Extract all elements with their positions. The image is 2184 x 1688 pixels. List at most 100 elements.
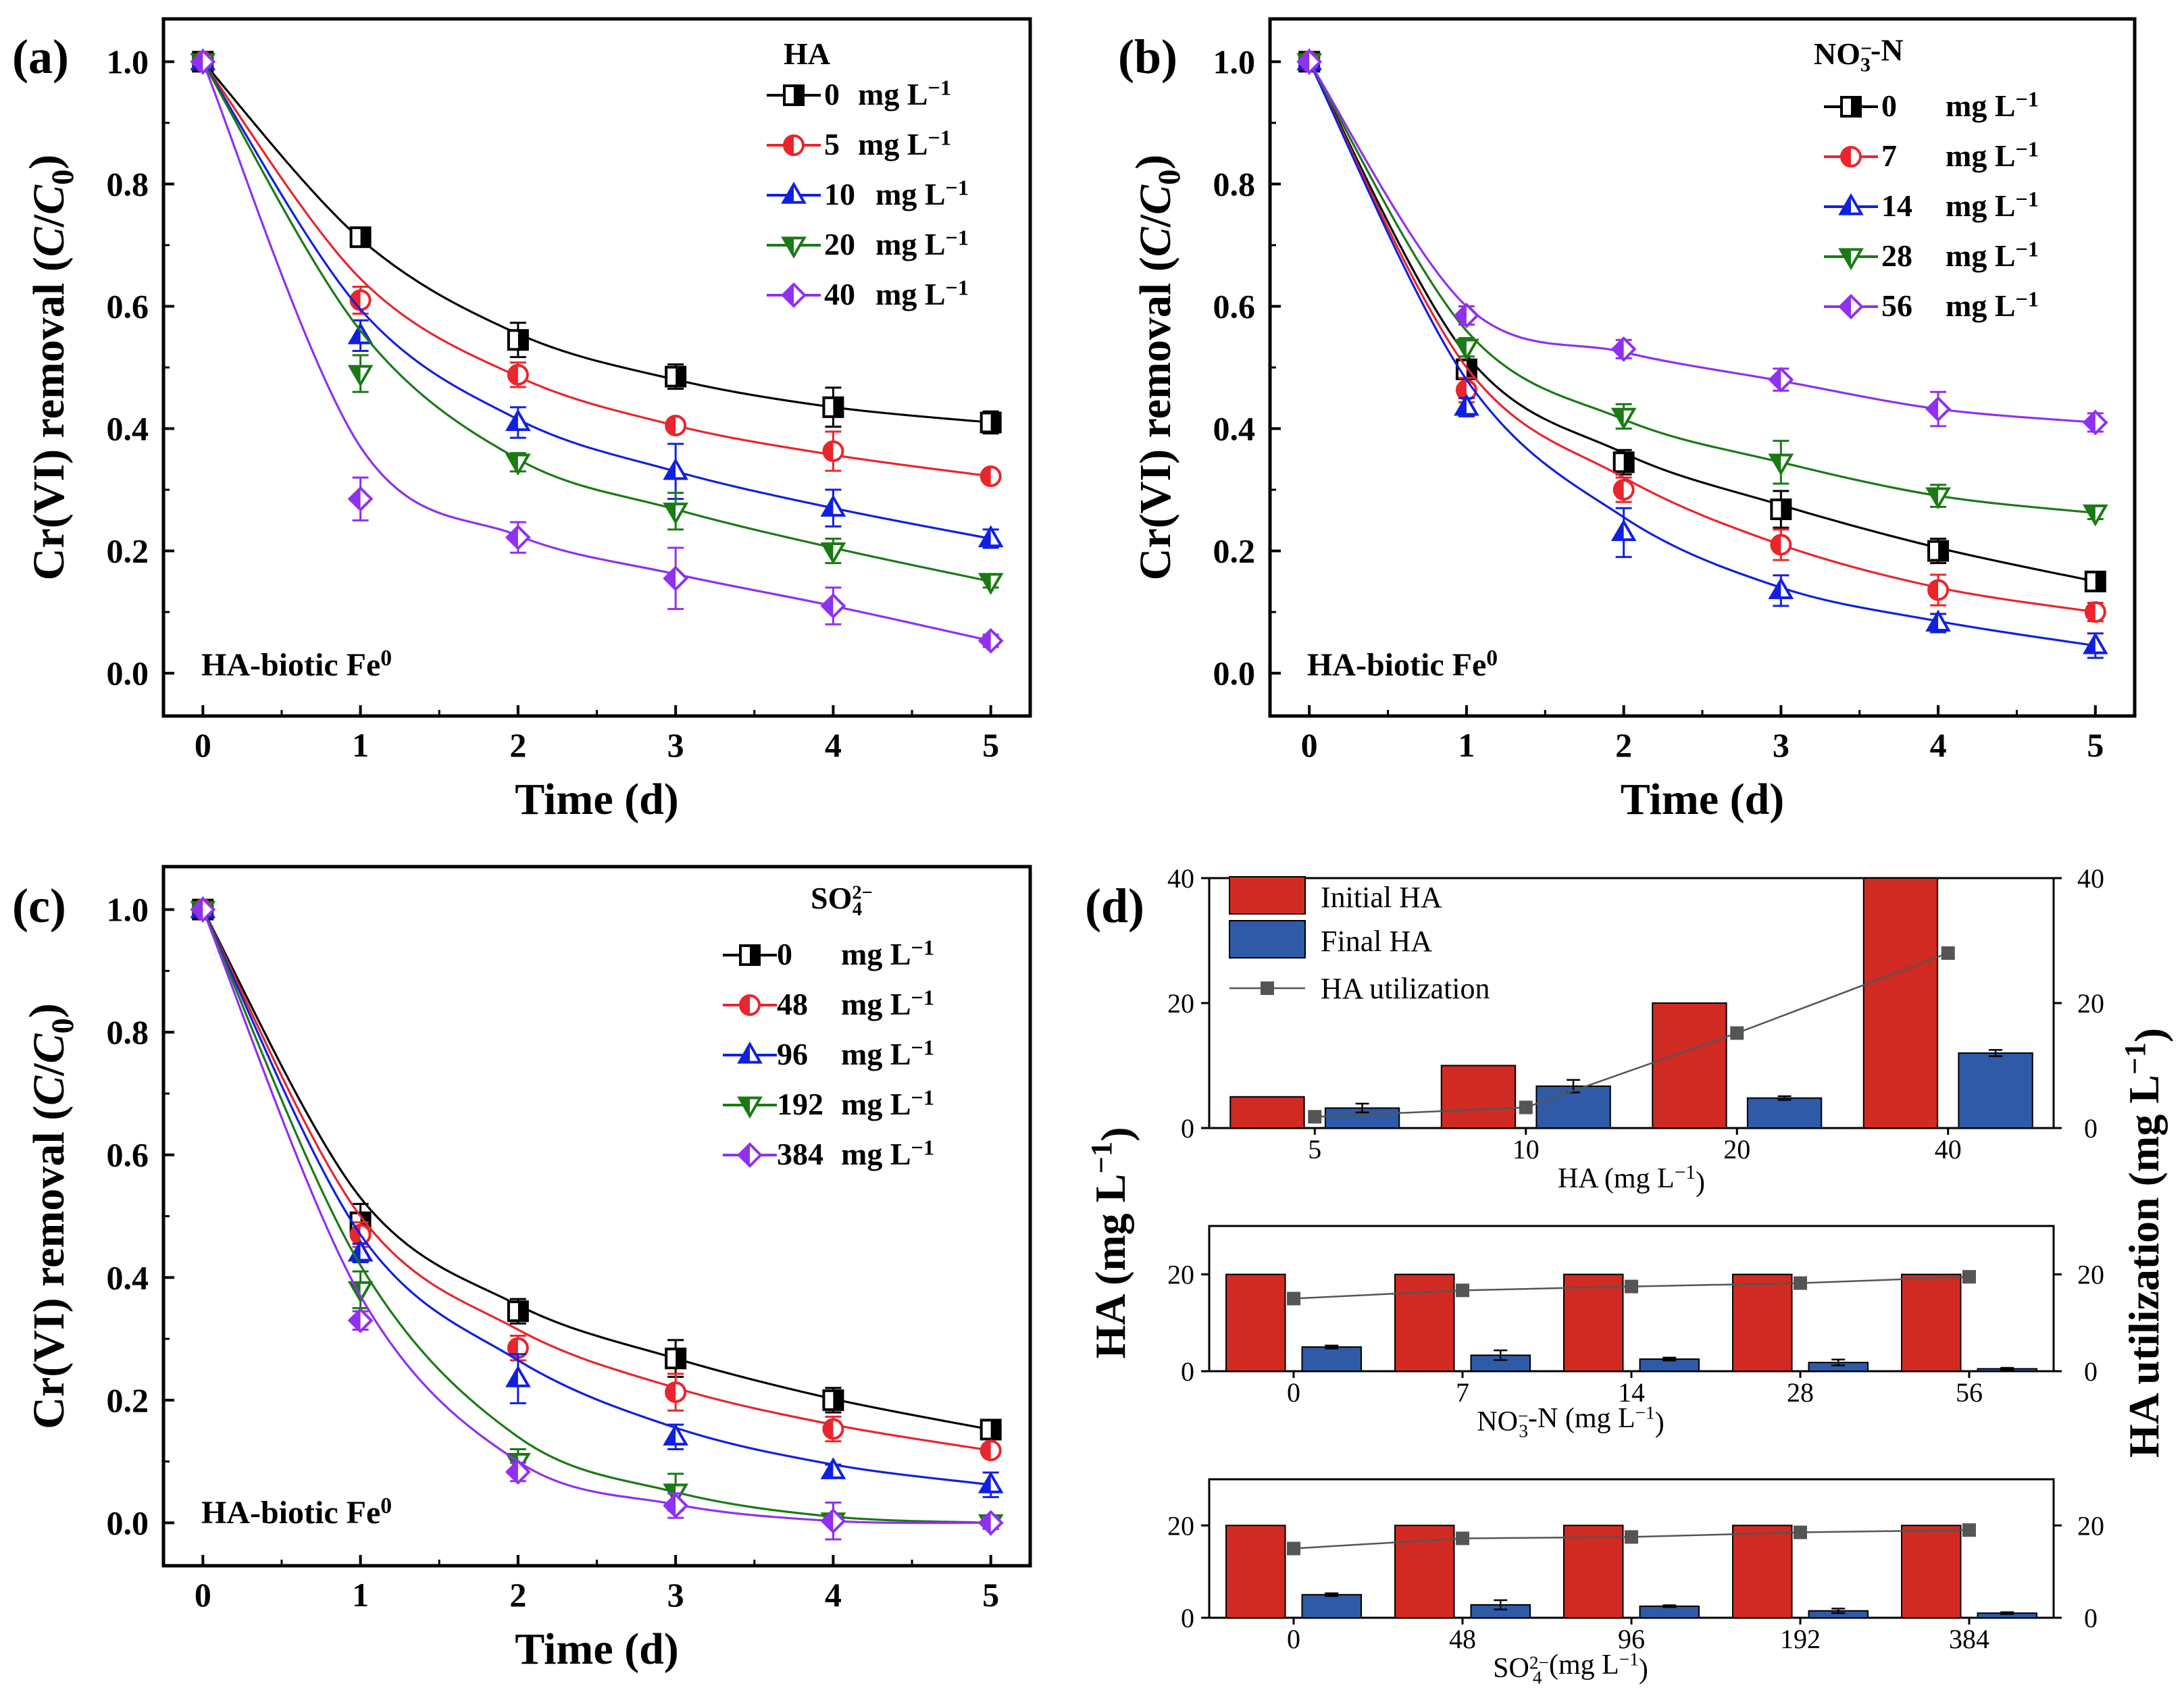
x-tick-label: 0	[195, 1576, 211, 1614]
data-point-fill	[822, 1510, 834, 1532]
y-tick-label: 20	[1167, 1260, 1194, 1290]
data-point-fill	[981, 1441, 991, 1460]
panel-label: (c)	[12, 879, 66, 933]
legend-marker-fill	[783, 238, 794, 256]
x-axis-label-part-3: (mg L	[1542, 1649, 1619, 1681]
utilization-point	[1456, 1283, 1469, 1298]
y-tick-label: 0	[1181, 1356, 1194, 1387]
data-point-fill	[980, 630, 991, 652]
legend-value: 192	[777, 1087, 823, 1121]
legend-unit: mg L−1​	[841, 1035, 934, 1071]
x-tick-label: 192	[1780, 1624, 1821, 1654]
d-left-axis-title-part-1: −1	[1084, 1142, 1118, 1174]
data-point-fill	[2085, 634, 2096, 653]
legend-title: SO2− 4	[811, 881, 873, 920]
x-tick-label: 2	[509, 726, 526, 764]
legend-unit: mg L−1​	[1946, 187, 2039, 223]
data-point-fill	[676, 1349, 686, 1369]
x-axis-title: Time (d)	[515, 775, 679, 824]
x-tick-label: 5	[2087, 726, 2104, 764]
legend-value: 40	[824, 277, 855, 311]
x-tick-label: 96	[1618, 1624, 1645, 1654]
y-tick-label: 0.2	[1213, 532, 1256, 570]
bar-initial	[1394, 1273, 1455, 1372]
utilization-point	[1625, 1530, 1638, 1544]
legend-unit-part-1: −1	[946, 276, 969, 300]
data-point-fill	[1770, 580, 1781, 598]
bar-initial	[1563, 1525, 1624, 1618]
data-point-fill	[1770, 369, 1781, 391]
legend-marker-fill	[738, 1144, 750, 1167]
legend-entry: 384 mg L−1​	[723, 1135, 934, 1171]
legend-value: 56	[1881, 288, 1912, 323]
legend-value: 0	[824, 77, 840, 111]
data-point-fill	[508, 1338, 518, 1358]
legend-unit-part-1: −1	[911, 1035, 934, 1060]
x-tick-label: 1	[352, 726, 369, 764]
y-axis-title-group: Cr(VI) removal (C/C0​)	[20, 155, 80, 580]
series-0	[1298, 51, 2106, 592]
data-point-fill	[1456, 340, 1467, 359]
legend-unit: mg L−1​	[841, 1135, 934, 1171]
x-axis-label-part-2: 4	[1533, 1668, 1542, 1688]
legend-unit: mg L−1​	[858, 126, 951, 161]
legend-entry: 0 mg L−1​	[767, 76, 951, 111]
y-tick-label: 0.6	[1213, 287, 1256, 325]
data-point-fill	[507, 455, 518, 474]
data-point-fill	[349, 488, 361, 510]
data-point-fill	[980, 1512, 991, 1534]
y-tick-label: 0.4	[107, 410, 149, 448]
y-axis-title-part-1: C	[24, 226, 74, 257]
data-point-fill	[1455, 304, 1467, 327]
right-y-tick-label: 20	[2077, 1510, 2104, 1541]
y-tick-label: 0.2	[107, 532, 149, 570]
legend-unit: mg L−1​	[841, 986, 934, 1021]
data-point-fill	[1612, 338, 1624, 360]
legend-title-sup: 2−	[852, 883, 873, 904]
utilization-point	[1625, 1279, 1638, 1294]
utilization-point	[1730, 1026, 1744, 1040]
legend-marker-fill	[740, 996, 750, 1015]
data-point-fill	[507, 411, 518, 430]
bar-initial	[1901, 1273, 1962, 1372]
data-point-fill	[508, 365, 518, 384]
x-tick-label: 0	[1301, 726, 1318, 764]
legend-title-part-0: SO	[811, 881, 852, 915]
data-point-fill	[665, 567, 676, 590]
legend-title-sub: 3	[1860, 53, 1871, 76]
legend-unit-part-0: mg L	[1946, 138, 2016, 173]
legend-unit-part-1: −1	[2016, 287, 2039, 311]
legend-marker-fill	[739, 1044, 750, 1063]
y-axis-title-part-2: /	[24, 1063, 74, 1077]
utilization-line	[1315, 952, 1949, 1118]
data-point-fill	[2084, 411, 2096, 434]
bar-initial	[1229, 1096, 1305, 1129]
x-tick-label: 56	[1956, 1377, 1983, 1408]
annotation-text: HA-biotic Fe0​	[201, 646, 392, 683]
y-tick-label: 20	[1167, 988, 1194, 1019]
legend-entry: 20 mg L−1​	[767, 226, 969, 261]
legend-unit: mg L−1​	[841, 1085, 934, 1121]
legend-marker-fill	[1842, 147, 1851, 166]
legend-label: HA utilization	[1321, 972, 1490, 1005]
legend-unit-part-0: mg L	[1946, 288, 2016, 323]
fit-curve	[202, 61, 991, 424]
data-point-fill	[517, 1302, 528, 1321]
x-axis-label-part-1: −1	[1675, 1162, 1696, 1183]
legend-unit-part-0: mg L	[858, 127, 928, 161]
bar-initial	[1732, 1273, 1793, 1372]
data-point-fill	[980, 574, 991, 592]
legend-unit: mg L−1​	[875, 176, 969, 211]
data-point-fill	[507, 526, 518, 548]
y-tick-label: 0.2	[107, 1381, 149, 1419]
annotation-text-part-0: HA-biotic Fe	[1307, 647, 1486, 683]
legend-unit-part-0: mg L	[841, 1037, 911, 1071]
data-point-fill	[351, 290, 361, 310]
plot-frame	[161, 865, 1032, 1568]
y-tick-label: 0	[1181, 1603, 1194, 1633]
y-tick-label: 0.0	[107, 1504, 149, 1541]
annotation-text-part-1: 0	[380, 646, 392, 671]
legend-unit-part-0: mg L	[841, 987, 911, 1021]
legend-unit-part-0: mg L	[875, 177, 946, 211]
